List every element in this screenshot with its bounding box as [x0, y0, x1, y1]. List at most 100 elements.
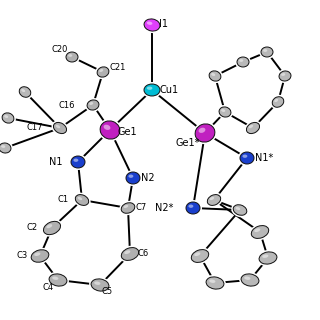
Ellipse shape: [193, 122, 217, 144]
Ellipse shape: [56, 125, 60, 128]
Ellipse shape: [121, 248, 139, 260]
Ellipse shape: [209, 279, 215, 283]
Ellipse shape: [4, 115, 8, 118]
Text: C4: C4: [43, 283, 54, 292]
Ellipse shape: [98, 119, 122, 141]
Ellipse shape: [281, 73, 285, 76]
Ellipse shape: [221, 109, 225, 112]
Ellipse shape: [74, 158, 78, 162]
Ellipse shape: [53, 123, 67, 133]
Ellipse shape: [236, 207, 240, 210]
Ellipse shape: [17, 85, 33, 99]
Ellipse shape: [99, 69, 103, 72]
Ellipse shape: [231, 203, 249, 217]
Ellipse shape: [78, 197, 82, 200]
Ellipse shape: [243, 155, 247, 158]
Ellipse shape: [241, 274, 259, 286]
Ellipse shape: [204, 275, 226, 291]
Ellipse shape: [121, 203, 135, 213]
Ellipse shape: [44, 221, 60, 235]
Ellipse shape: [0, 143, 11, 153]
Ellipse shape: [124, 250, 130, 254]
Ellipse shape: [0, 141, 13, 155]
Ellipse shape: [237, 57, 249, 67]
Ellipse shape: [95, 65, 111, 79]
Ellipse shape: [21, 89, 25, 92]
Ellipse shape: [2, 113, 14, 123]
Ellipse shape: [0, 111, 16, 125]
Ellipse shape: [211, 73, 215, 76]
Ellipse shape: [279, 71, 291, 81]
Ellipse shape: [119, 245, 141, 262]
Ellipse shape: [263, 49, 267, 52]
Ellipse shape: [128, 174, 133, 178]
Ellipse shape: [239, 272, 261, 288]
Ellipse shape: [89, 277, 111, 293]
Ellipse shape: [147, 21, 152, 25]
Ellipse shape: [94, 282, 100, 285]
Ellipse shape: [89, 102, 93, 105]
Ellipse shape: [189, 248, 211, 264]
Ellipse shape: [1, 145, 5, 148]
Ellipse shape: [29, 248, 51, 264]
Ellipse shape: [244, 276, 251, 280]
Ellipse shape: [261, 47, 273, 57]
Ellipse shape: [259, 45, 275, 59]
Text: N2*: N2*: [155, 203, 173, 213]
Ellipse shape: [205, 193, 223, 207]
Text: Cu1: Cu1: [160, 85, 179, 95]
Ellipse shape: [147, 86, 152, 90]
Ellipse shape: [142, 82, 162, 98]
Ellipse shape: [42, 220, 62, 236]
Ellipse shape: [126, 172, 140, 184]
Ellipse shape: [244, 120, 261, 136]
Ellipse shape: [219, 107, 231, 117]
Ellipse shape: [210, 197, 214, 200]
Text: C6: C6: [137, 250, 148, 259]
Ellipse shape: [257, 250, 279, 266]
Ellipse shape: [254, 228, 260, 232]
Ellipse shape: [142, 17, 162, 33]
Ellipse shape: [87, 100, 99, 110]
Ellipse shape: [194, 252, 200, 256]
Ellipse shape: [91, 279, 109, 291]
Text: N2: N2: [141, 173, 155, 183]
Ellipse shape: [52, 276, 59, 280]
Ellipse shape: [75, 195, 89, 205]
Ellipse shape: [191, 250, 209, 262]
Text: C3: C3: [17, 252, 28, 260]
Text: C5: C5: [102, 287, 113, 297]
Ellipse shape: [199, 128, 205, 133]
Text: C20: C20: [52, 44, 68, 53]
Ellipse shape: [124, 170, 142, 186]
Ellipse shape: [195, 124, 215, 142]
Text: C2: C2: [27, 223, 38, 233]
Ellipse shape: [184, 200, 202, 216]
Text: C1: C1: [58, 196, 69, 204]
Ellipse shape: [49, 274, 67, 286]
Ellipse shape: [209, 71, 221, 81]
Ellipse shape: [274, 99, 278, 102]
Ellipse shape: [52, 120, 68, 136]
Text: C17: C17: [27, 124, 43, 132]
Ellipse shape: [119, 201, 137, 215]
Text: C16: C16: [59, 100, 75, 109]
Text: C21: C21: [110, 62, 126, 71]
Ellipse shape: [262, 254, 268, 258]
Ellipse shape: [34, 252, 40, 256]
Ellipse shape: [97, 67, 109, 77]
Ellipse shape: [249, 224, 271, 240]
Ellipse shape: [100, 121, 120, 139]
Ellipse shape: [249, 125, 253, 128]
Ellipse shape: [238, 150, 256, 166]
Ellipse shape: [66, 52, 78, 62]
Ellipse shape: [186, 202, 200, 214]
Ellipse shape: [19, 87, 31, 97]
Ellipse shape: [85, 98, 101, 112]
Ellipse shape: [124, 205, 128, 208]
Ellipse shape: [73, 193, 91, 207]
Ellipse shape: [47, 272, 69, 288]
Text: I1: I1: [159, 19, 168, 29]
Ellipse shape: [64, 50, 80, 64]
Ellipse shape: [144, 19, 160, 31]
